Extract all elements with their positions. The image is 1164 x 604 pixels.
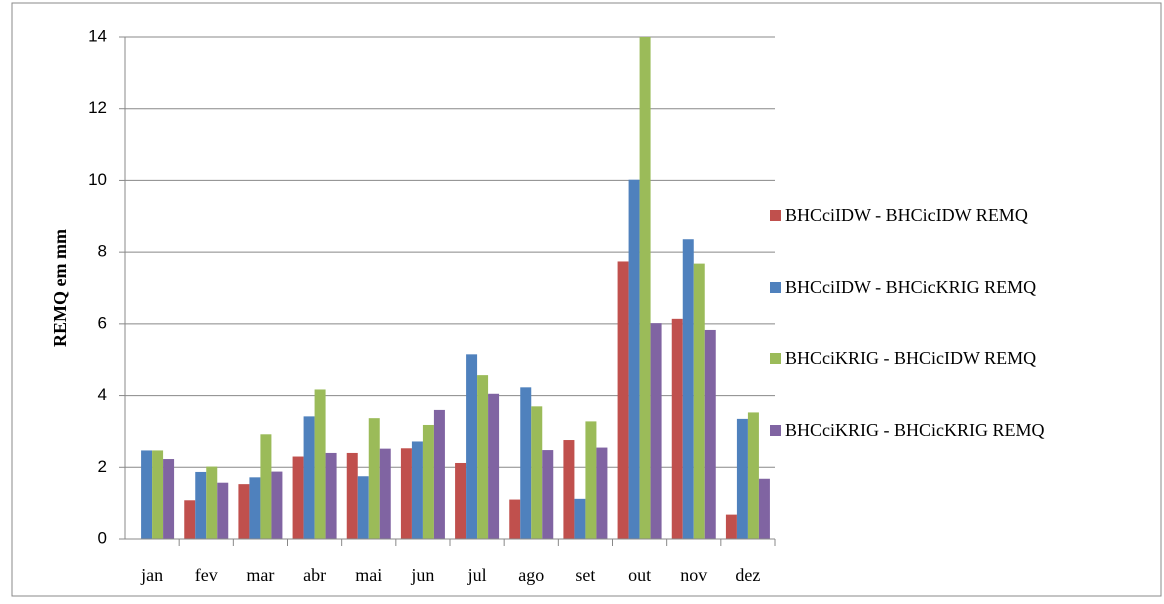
x-tick-label: dez [735,565,760,585]
bar [704,329,716,539]
bar [433,409,445,539]
legend-swatch [770,210,781,221]
y-tick-label: 8 [98,242,107,261]
bar [542,450,554,539]
x-tick-label: mar [246,565,274,585]
legend-label: BHCciKRIG - BHCicIDW REMQ [785,348,1037,368]
bar [303,416,315,539]
y-tick-label: 4 [98,385,107,404]
x-tick-label: fev [195,565,218,585]
bar [509,499,521,539]
y-axis-label: REMQ em mm [50,229,70,347]
bar [249,477,261,539]
bar [488,393,500,539]
y-tick-label: 6 [98,313,107,332]
bar [725,514,737,539]
bar [563,440,575,539]
chart-border [11,2,1162,597]
legend-swatch [770,425,781,436]
legend-item: BHCciKRIG - BHCicIDW REMQ [770,347,1150,369]
y-tick-label: 12 [88,98,107,117]
x-tick-label: jun [410,565,434,585]
bar [400,448,412,539]
x-tick-label: out [628,565,651,585]
bar [520,387,532,539]
y-tick-label: 14 [88,26,107,45]
legend-item: BHCciIDW - BHCicIDW REMQ [770,204,1150,226]
bar [163,459,175,539]
bar [628,179,640,539]
bar [206,466,218,539]
bar [325,452,337,539]
y-tick-label: 10 [88,170,107,189]
x-tick-label: mai [355,565,382,585]
bar [617,261,629,539]
bar [747,412,759,539]
bar [531,406,543,539]
bar [422,424,434,539]
legend-swatch [770,353,781,364]
y-tick-label: 2 [98,457,107,476]
bar [379,448,391,539]
bar [195,471,207,539]
bar [455,462,467,539]
bar [260,434,272,539]
bar [184,500,196,539]
bar [682,239,694,539]
legend-item: BHCciIDW - BHCicKRIG REMQ [770,276,1150,298]
x-tick-label: set [575,565,595,585]
bar [152,450,164,539]
bar [466,354,478,539]
bar [596,447,608,539]
bar [271,471,283,539]
y-tick-label: 0 [98,528,107,547]
bar [574,498,586,539]
bar [368,418,380,539]
bar [693,263,705,539]
legend-label: BHCciIDW - BHCicKRIG REMQ [785,277,1037,297]
bar [217,482,229,539]
bar [346,452,358,539]
x-tick-label: abr [303,565,326,585]
x-tick-label: ago [518,565,544,585]
x-tick-label: nov [680,565,707,585]
bar [357,476,369,539]
bar [238,484,250,539]
legend-label: BHCciKRIG - BHCicKRIG REMQ [785,420,1045,440]
bar [585,421,597,539]
bar [477,375,489,539]
x-tick-label: jan [140,565,163,585]
legend-label: BHCciIDW - BHCicIDW REMQ [785,205,1028,225]
bar [314,389,326,539]
bar [671,318,683,539]
bar [736,418,748,539]
legend-item: BHCciKRIG - BHCicKRIG REMQ [770,419,1150,441]
bar [292,456,304,539]
bar [758,478,770,539]
bar [639,37,651,539]
bar [411,441,423,539]
legend-swatch [770,282,781,293]
bar [650,323,662,539]
bar [141,450,153,539]
x-tick-label: jul [467,565,487,585]
